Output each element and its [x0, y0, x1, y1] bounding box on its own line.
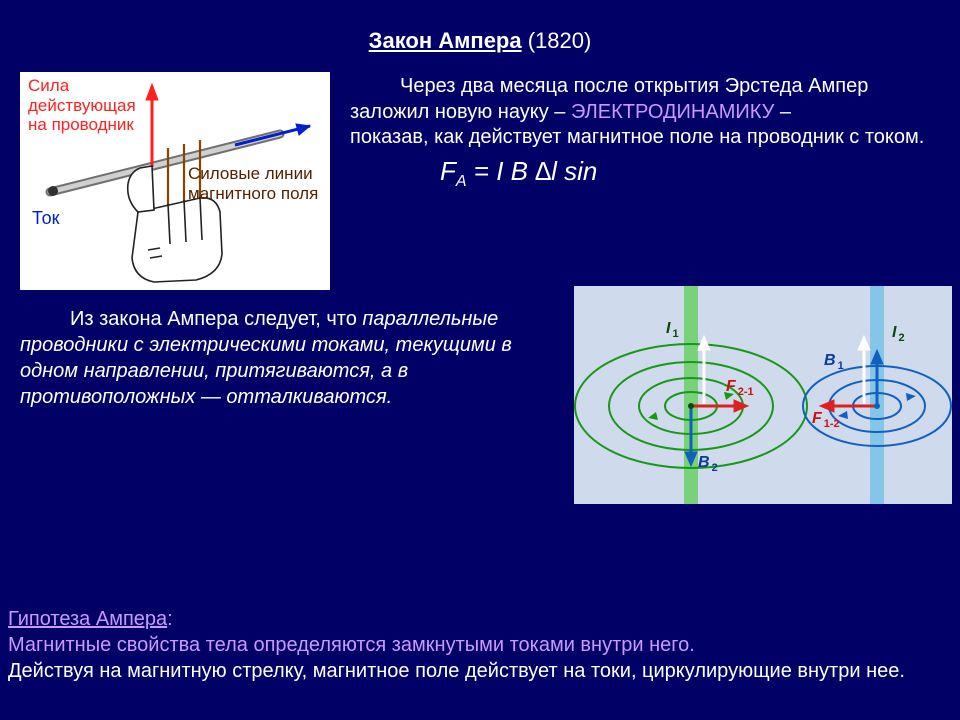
- label-B1: B1: [824, 352, 844, 372]
- conseq-lead: Из закона Ампера следует, что: [70, 308, 362, 330]
- slide-title: Закон Ампера (1820): [0, 0, 960, 72]
- label-B2: B2: [698, 454, 718, 474]
- hypothesis-line2: Действуя на магнитную стрелку, магнитное…: [8, 658, 960, 684]
- consequence-text: Из закона Ампера следует, что параллельн…: [20, 306, 560, 504]
- current-arrow: [235, 124, 310, 145]
- wire-1: [684, 286, 698, 504]
- left-hand-rule-diagram: Сила действующая на проводник Силовые ли…: [20, 72, 330, 290]
- label-I1: I1: [666, 320, 679, 340]
- conseq-italic-opp: противоположных: [20, 386, 195, 408]
- field-lines-label: Силовые линии магнитного поля: [188, 164, 318, 203]
- ampere-formula: FA = I B ∆l sin: [350, 151, 952, 193]
- intro-text: Через два месяца после открытия Эрстеда …: [350, 72, 952, 290]
- title-year: (1820): [528, 28, 592, 53]
- hypothesis-title: Гипотеза Ампера: [8, 608, 167, 630]
- upper-row: Сила действующая на проводник Силовые ли…: [0, 72, 960, 290]
- title-main: Закон Ампера: [369, 28, 522, 53]
- force-arrow: [146, 84, 158, 167]
- force-label: Сила действующая на проводник: [28, 76, 136, 135]
- intro-dash: –: [774, 101, 791, 123]
- force-F21: [691, 400, 748, 412]
- label-F12: F1-2: [812, 410, 840, 430]
- current-label: Ток: [32, 208, 59, 229]
- label-I2: I2: [892, 324, 905, 344]
- parallel-wires-diagram: I1 I2 B1 B2 F2-1 F1-2: [574, 286, 952, 504]
- current-arrow-I1: [698, 336, 710, 404]
- middle-row: Из закона Ампера следует, что параллельн…: [0, 290, 960, 504]
- intro-line2: показав, как действует магнитное поле на…: [350, 125, 952, 151]
- hypothesis-block: Гипотеза Ампера: Магнитные свойства тела…: [8, 606, 960, 684]
- conseq-italic3: — отталкиваются.: [195, 386, 392, 408]
- hypothesis-line1: Магнитные свойства тела определяются зам…: [8, 632, 960, 658]
- intro-emph: ЭЛЕКТРОДИНАМИКУ: [571, 101, 774, 123]
- label-F21: F2-1: [726, 378, 754, 398]
